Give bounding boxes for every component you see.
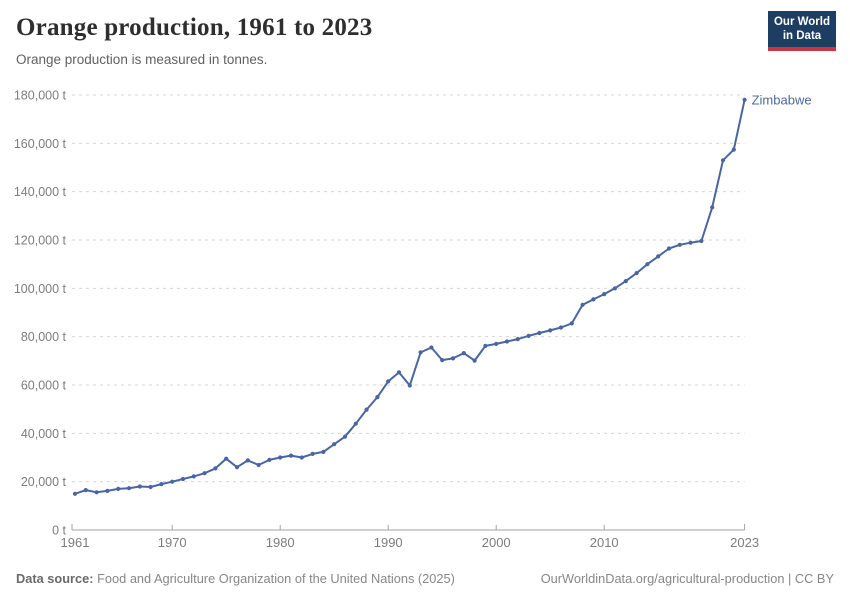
data-point-marker[interactable] [137, 484, 142, 489]
owid-logo-line2: in Data [782, 29, 822, 42]
credit-link[interactable]: OurWorldinData.org/agricultural-producti… [540, 571, 834, 586]
y-tick-label: 60,000 t [21, 379, 67, 393]
data-point-marker[interactable] [321, 449, 326, 454]
data-point-marker[interactable] [548, 328, 553, 333]
data-point-marker[interactable] [494, 341, 499, 346]
page-title: Orange production, 1961 to 2023 [16, 14, 373, 41]
data-point-marker[interactable] [602, 292, 607, 297]
data-point-marker[interactable] [375, 395, 380, 400]
x-tick-label: 1990 [374, 535, 403, 550]
data-source: Data source: Food and Agriculture Organi… [16, 571, 455, 586]
data-point-marker[interactable] [645, 262, 650, 267]
data-point-marker[interactable] [245, 458, 250, 463]
data-point-marker[interactable] [267, 457, 272, 462]
series-line-zimbabwe[interactable] [74, 98, 746, 495]
data-point-marker[interactable] [342, 434, 348, 439]
owid-logo[interactable]: Our World in Data [768, 11, 836, 51]
data-point-marker[interactable] [537, 330, 542, 336]
data-point-marker[interactable] [418, 350, 423, 355]
data-point-marker[interactable] [310, 451, 315, 456]
y-tick-label: 20,000 t [21, 475, 67, 489]
data-point-marker[interactable] [213, 466, 218, 471]
y-tick-label: 160,000 t [14, 137, 67, 151]
data-point-marker[interactable] [105, 488, 110, 493]
data-point-marker[interactable] [116, 486, 121, 491]
chart-footer: Data source: Food and Agriculture Organi… [16, 571, 834, 586]
data-point-marker[interactable] [396, 370, 402, 375]
data-point-marker[interactable] [483, 343, 488, 348]
data-point-marker[interactable] [148, 484, 153, 490]
data-point-marker[interactable] [202, 471, 207, 476]
x-tick-label: 1970 [158, 535, 187, 550]
data-point-marker[interactable] [461, 351, 466, 356]
data-point-marker[interactable] [623, 279, 628, 284]
data-point-marker[interactable] [288, 453, 294, 458]
data-point-marker[interactable] [278, 455, 283, 460]
series-end-label-zimbabwe[interactable]: Zimbabwe [752, 92, 812, 107]
data-point-marker[interactable] [677, 242, 682, 247]
data-point-marker[interactable] [569, 321, 574, 326]
data-point-marker[interactable] [591, 297, 596, 302]
data-point-marker[interactable] [83, 488, 88, 493]
x-tick-label: 2010 [590, 535, 619, 550]
data-point-marker[interactable] [224, 456, 229, 461]
data-source-label: Data source: [16, 571, 94, 586]
y-tick-label: 0 t [52, 524, 66, 538]
data-point-marker[interactable] [688, 240, 693, 245]
data-point-marker[interactable] [234, 465, 240, 470]
data-point-marker[interactable] [364, 407, 369, 412]
data-point-marker[interactable] [159, 482, 164, 487]
y-tick-label: 140,000 t [14, 185, 67, 199]
data-point-marker[interactable] [191, 474, 196, 479]
data-point-marker[interactable] [299, 455, 304, 460]
data-point-marker[interactable] [353, 421, 358, 426]
data-point-marker[interactable] [72, 491, 78, 496]
data-point-marker[interactable] [699, 238, 704, 244]
data-point-marker[interactable] [256, 462, 261, 468]
x-tick-label: 1980 [266, 535, 295, 550]
x-tick-label: 1961 [61, 535, 90, 550]
data-point-marker[interactable] [429, 345, 434, 350]
y-tick-label: 80,000 t [21, 330, 67, 344]
data-point-marker[interactable] [558, 325, 564, 330]
data-point-marker[interactable] [450, 356, 456, 361]
data-point-marker[interactable] [720, 158, 726, 163]
data-point-marker[interactable] [407, 383, 412, 388]
data-point-marker[interactable] [170, 479, 175, 484]
x-tick-label: 2000 [482, 535, 511, 550]
data-point-marker[interactable] [634, 271, 639, 276]
data-point-marker[interactable] [94, 490, 99, 495]
data-source-text: Food and Agriculture Organization of the… [97, 571, 455, 586]
y-tick-label: 40,000 t [21, 427, 67, 441]
data-point-marker[interactable] [332, 442, 337, 447]
data-point-marker[interactable] [515, 337, 520, 342]
y-tick-label: 180,000 t [14, 89, 67, 103]
data-point-marker[interactable] [710, 205, 715, 210]
owid-logo-line1: Our World [773, 16, 830, 28]
x-tick-label: 2023 [730, 535, 759, 550]
data-point-marker[interactable] [180, 476, 186, 482]
chart-subtitle: Orange production is measured in tonnes. [16, 52, 268, 67]
data-point-marker[interactable] [504, 339, 510, 344]
data-point-marker[interactable] [126, 486, 132, 491]
data-point-marker[interactable] [472, 358, 477, 363]
data-point-marker[interactable] [580, 302, 585, 307]
data-point-marker[interactable] [526, 333, 531, 338]
y-tick-label: 100,000 t [14, 282, 67, 296]
data-point-marker[interactable] [742, 97, 747, 102]
data-point-marker[interactable] [666, 246, 672, 251]
data-point-marker[interactable] [656, 254, 661, 259]
data-point-marker[interactable] [731, 147, 736, 152]
y-tick-label: 120,000 t [14, 234, 67, 248]
data-point-marker[interactable] [612, 286, 618, 291]
data-point-marker[interactable] [386, 379, 391, 384]
data-point-marker[interactable] [440, 358, 445, 363]
